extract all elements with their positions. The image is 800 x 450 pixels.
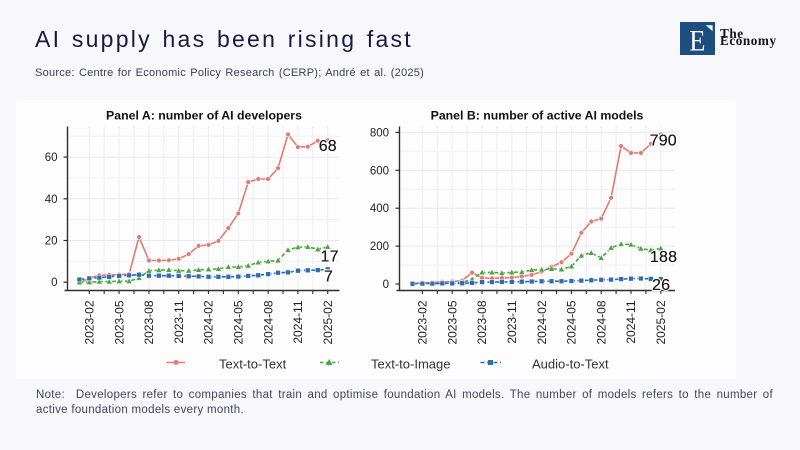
svg-text:Text-to-Image: Text-to-Image	[371, 356, 450, 371]
svg-text:2023-11: 2023-11	[172, 300, 186, 343]
svg-text:0: 0	[383, 279, 389, 291]
svg-text:2024-11: 2024-11	[624, 300, 638, 343]
svg-text:40: 40	[45, 194, 58, 206]
svg-text:E: E	[689, 24, 705, 56]
svg-text:Text-to-Text: Text-to-Text	[219, 356, 287, 371]
svg-text:188: 188	[650, 249, 677, 266]
svg-text:790: 790	[650, 132, 677, 149]
svg-text:600: 600	[370, 165, 389, 177]
svg-text:2024-11: 2024-11	[291, 300, 305, 343]
svg-text:17: 17	[321, 249, 339, 266]
svg-text:2023-05: 2023-05	[445, 300, 459, 344]
svg-text:Audio-to-Text: Audio-to-Text	[532, 356, 609, 371]
svg-text:20: 20	[45, 236, 58, 248]
svg-text:Panel A: number of AI develope: Panel A: number of AI developers	[106, 109, 302, 123]
svg-text:2024-08: 2024-08	[594, 300, 608, 344]
svg-text:17: 17	[321, 249, 339, 266]
svg-text:2023-05: 2023-05	[112, 300, 126, 344]
svg-text:2024-05: 2024-05	[565, 300, 579, 344]
svg-text:2023-08: 2023-08	[475, 300, 489, 344]
svg-text:2023-11: 2023-11	[505, 300, 519, 343]
svg-text:2024-02: 2024-02	[535, 300, 549, 344]
svg-text:400: 400	[370, 203, 389, 215]
svg-text:0: 0	[51, 277, 57, 289]
svg-text:2024-08: 2024-08	[261, 300, 275, 344]
svg-text:2025-02: 2025-02	[321, 300, 335, 344]
svg-text:200: 200	[370, 241, 389, 253]
svg-text:26: 26	[652, 277, 670, 294]
svg-text:2024-02: 2024-02	[202, 300, 216, 344]
svg-text:68: 68	[319, 138, 337, 155]
svg-text:60: 60	[45, 152, 58, 164]
svg-text:2023-08: 2023-08	[142, 300, 156, 344]
svg-text:26: 26	[652, 277, 670, 294]
svg-text:790: 790	[650, 132, 677, 149]
svg-text:2023-02: 2023-02	[416, 300, 430, 344]
svg-text:188: 188	[650, 249, 677, 266]
svg-text:Panel B: number of active AI m: Panel B: number of active AI models	[431, 109, 644, 123]
svg-text:2025-02: 2025-02	[654, 300, 668, 344]
svg-text:2024-05: 2024-05	[232, 300, 246, 344]
svg-text:7: 7	[324, 269, 333, 286]
svg-text:800: 800	[370, 127, 389, 139]
svg-text:2023-02: 2023-02	[83, 300, 97, 344]
svg-text:68: 68	[319, 138, 337, 155]
svg-text:7: 7	[324, 269, 333, 286]
